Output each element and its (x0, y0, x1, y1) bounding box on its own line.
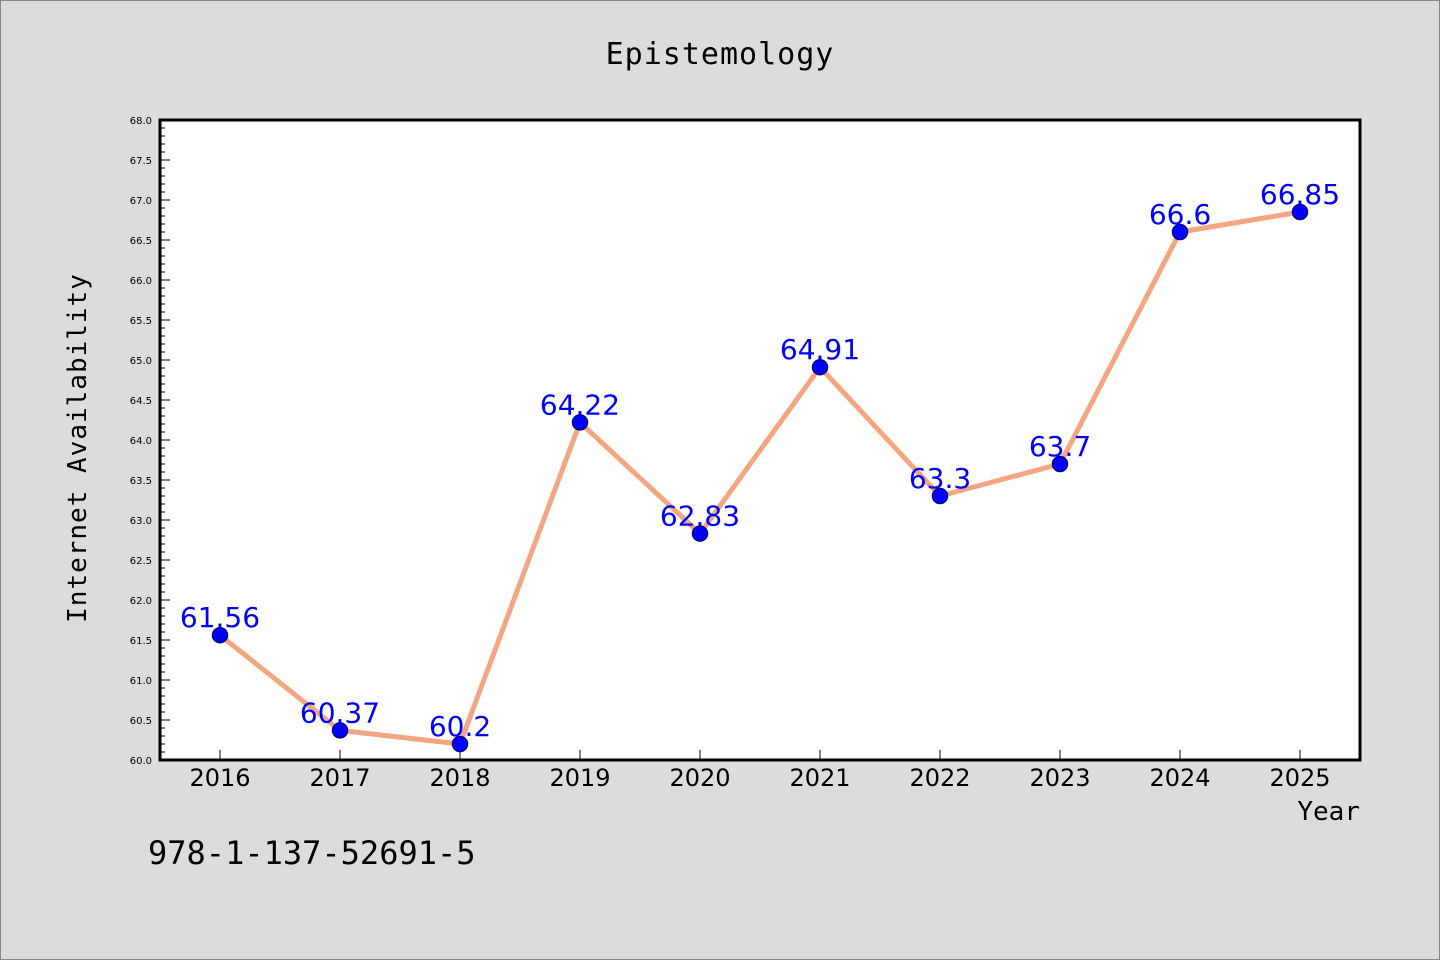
x-tick-label: 2022 (909, 764, 970, 792)
y-tick-label: 67.0 (130, 196, 152, 207)
y-tick-label: 60.0 (130, 756, 152, 767)
isbn-text: 978-1-137-52691-5 (148, 834, 476, 872)
data-point (691, 525, 709, 542)
data-labels: 61.56 60.37 60.2 64.22 62.83 64.91 63.3 63.7 66.… (180, 178, 1340, 743)
data-point (811, 358, 829, 376)
data-label: 66.85 (1260, 178, 1340, 211)
data-label: 61.56 (180, 601, 260, 634)
series-group (211, 203, 1309, 753)
y-tick-label: 63.5 (130, 476, 152, 487)
data-label: 66.6 (1149, 198, 1211, 231)
data-point (331, 722, 349, 739)
data-label: 62.83 (660, 500, 740, 533)
x-tick-label: 2018 (429, 764, 490, 792)
x-axis: 2016 2017 2018 2019 2020 2021 2022 2023 2024 2025 (189, 750, 1331, 792)
y-tick-label: 60.5 (130, 716, 152, 727)
plot-area (158, 118, 1362, 762)
y-tick-label: 64.5 (130, 396, 152, 407)
chart-title: Epistemology (606, 37, 835, 72)
data-point (211, 626, 229, 644)
y-tick-label: 63.0 (130, 516, 152, 527)
data-point (451, 735, 469, 753)
x-tick-label: 2023 (1029, 764, 1090, 792)
data-point (1051, 455, 1069, 473)
data-point (931, 487, 949, 505)
y-tick-label: 65.5 (130, 316, 152, 327)
data-point (1171, 223, 1189, 241)
y-tick-label: 62.5 (130, 556, 152, 567)
data-label: 60.37 (300, 696, 380, 729)
x-tick-label: 2021 (789, 764, 850, 792)
y-tick-label: 65.0 (130, 356, 152, 367)
data-label: 63.7 (1029, 430, 1091, 463)
y-tick-label: 61.0 (130, 676, 152, 687)
x-tick-label: 2020 (669, 764, 730, 792)
y-tick-label: 67.5 (130, 156, 152, 167)
y-axis-label: Internet Availability (63, 273, 93, 623)
y-axis: 60.0 60.5 61.0 61.5 62.0 62.5 63.0 63.5 64.0 64.5… (130, 116, 170, 767)
y-tick-label: 64.0 (130, 436, 152, 447)
data-point (1291, 203, 1309, 221)
data-point (571, 414, 589, 431)
data-label: 64.91 (780, 333, 860, 366)
y-tick-label: 66.5 (130, 236, 152, 247)
y-tick-label: 61.5 (130, 636, 152, 647)
data-label: 63.3 (909, 462, 971, 495)
x-axis-label: Year (1297, 797, 1360, 827)
data-label: 60.2 (429, 710, 491, 743)
series-line (218, 209, 1301, 747)
x-tick-label: 2016 (189, 764, 250, 792)
data-label: 64.22 (540, 388, 620, 421)
y-tick-label: 62.0 (130, 596, 152, 607)
x-tick-label: 2019 (549, 764, 610, 792)
y-tick-label: 66.0 (130, 276, 152, 287)
x-tick-label: 2017 (309, 764, 370, 792)
x-tick-label: 2025 (1269, 764, 1330, 792)
x-tick-label: 2024 (1149, 764, 1210, 792)
y-tick-label: 68.0 (130, 116, 152, 127)
